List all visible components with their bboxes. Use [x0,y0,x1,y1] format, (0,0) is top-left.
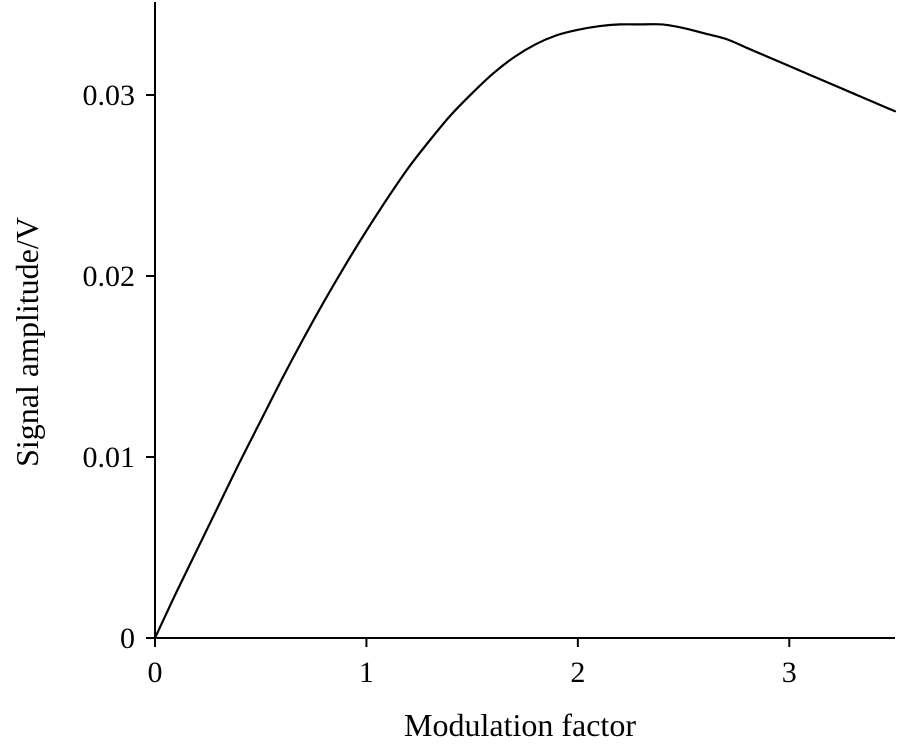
y-ticks: 0 0.01 0.02 0.03 [83,79,155,655]
y-axis: 0 0.01 0.02 0.03 [83,2,156,655]
x-tick-label: 3 [782,656,797,689]
x-tick-label: 0 [148,656,163,689]
y-axis-title: Signal amplitude/V [9,217,45,467]
y-tick-label: 0 [120,622,135,655]
x-axis-title: Modulation factor [404,707,636,743]
plot-area [153,23,897,640]
series-line [153,23,897,640]
y-tick-label: 0.03 [83,79,136,112]
y-tick-label: 0.02 [83,260,136,293]
x-ticks: 0 1 2 3 [148,638,797,689]
y-tick-label: 0.01 [83,441,136,474]
x-tick-label: 1 [359,656,374,689]
x-axis: 0 1 2 3 [148,637,895,689]
x-tick-label: 2 [570,656,585,689]
